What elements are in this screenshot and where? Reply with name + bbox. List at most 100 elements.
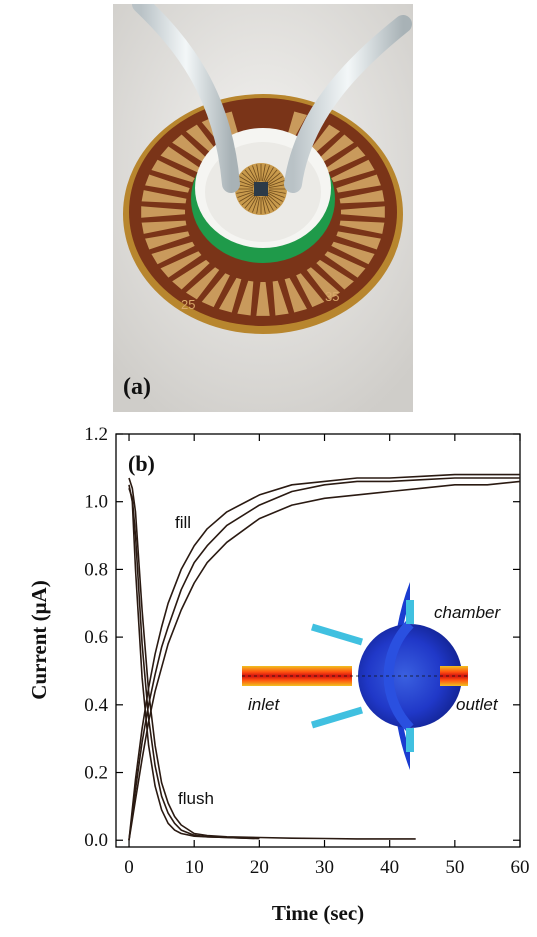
chip-radial-lines xyxy=(236,164,286,214)
electrode-pad xyxy=(145,174,190,193)
electrode-pad xyxy=(185,124,220,157)
electrode-pad xyxy=(151,241,195,265)
series-line-3 xyxy=(128,480,521,841)
chip-trace-line xyxy=(267,192,283,202)
annotation-fill: fill xyxy=(175,513,191,532)
spoke-lower-left xyxy=(310,706,364,729)
electrode-pad xyxy=(141,220,187,234)
x-tick-label: 10 xyxy=(185,857,204,878)
x-tick-label: 50 xyxy=(445,857,464,878)
axis-ticks: 0 10 20 30 40 50 60 0.0 0.2 0.4 0.6 0.8 1.0 1.2 xyxy=(84,424,529,878)
electrode-pad xyxy=(172,134,210,165)
annotation-flush: flush xyxy=(178,789,214,808)
chip-trace-line xyxy=(236,189,254,194)
flow-simulation-inset: chamber inlet outlet xyxy=(242,582,501,770)
x-tick-label: 40 xyxy=(380,857,399,878)
chip-trace-line xyxy=(268,184,286,189)
electrode-pad xyxy=(145,231,190,250)
electrode-pad xyxy=(160,251,202,278)
inlet-tube xyxy=(132,0,240,193)
y-tick-label: 0.4 xyxy=(84,695,108,716)
chip-trace-line xyxy=(237,191,254,198)
chip-trace-line xyxy=(252,196,259,213)
electrode-pad xyxy=(336,231,381,250)
chip-trace-line xyxy=(248,195,258,211)
chip-trace-line xyxy=(261,196,266,214)
electrode-pad xyxy=(340,206,385,218)
current-vs-time-chart: 0 10 20 30 40 50 60 0.0 0.2 0.4 0.6 0.8 1.0 1.2 xyxy=(0,420,537,932)
x-tick-label: 0 xyxy=(124,857,134,878)
series-line-6 xyxy=(128,477,416,840)
y-tick-label: 0.2 xyxy=(84,763,108,784)
y-axis-label: Current (μA) xyxy=(27,580,51,699)
electrode-pad xyxy=(256,281,270,316)
chip-trace-line xyxy=(268,180,285,187)
electrode-pad xyxy=(272,280,289,316)
electrode-pad xyxy=(306,124,341,157)
chamber-label: chamber xyxy=(434,603,501,622)
electrode-pad xyxy=(324,251,366,278)
electrode-pad xyxy=(141,190,187,204)
sensor-chip xyxy=(254,182,268,196)
electrode-pad xyxy=(316,134,354,165)
chip-trace-line xyxy=(241,193,256,206)
y-tick-label: 0.6 xyxy=(84,627,108,648)
electrode-pad xyxy=(296,273,325,308)
y-tick-label: 0.8 xyxy=(84,559,108,580)
electrode-pad xyxy=(172,259,210,290)
chip-trace-line xyxy=(239,176,255,186)
inlet-label: inlet xyxy=(248,695,280,714)
chip-trace-line xyxy=(256,164,261,182)
chip-trace-line xyxy=(244,194,257,209)
x-tick-label: 60 xyxy=(511,857,530,878)
data-series xyxy=(128,473,521,841)
electrode-pad xyxy=(336,174,381,193)
electrode-pad xyxy=(141,206,186,218)
chip-trace-line xyxy=(266,193,281,206)
electrode-pad xyxy=(331,241,375,265)
electrode-pad xyxy=(151,159,195,183)
device-photo-illustration: 25 35 (a) xyxy=(113,0,413,412)
chip-trace-line xyxy=(252,165,259,182)
chip-trace-line xyxy=(261,164,266,182)
x-tick-label: 20 xyxy=(250,857,269,878)
panel-a-label: (a) xyxy=(123,374,151,400)
panel-b-label: (b) xyxy=(128,451,155,476)
plot-frame xyxy=(115,433,521,848)
chip-trace-line xyxy=(263,165,270,182)
electrode-pad xyxy=(331,159,375,183)
outlet-label: outlet xyxy=(456,695,499,714)
chip-trace-line xyxy=(241,172,256,185)
electrode-pad xyxy=(185,267,220,300)
chip-trace-line xyxy=(268,189,286,194)
chip-trace-line xyxy=(239,192,255,202)
chip-trace-line xyxy=(268,191,285,198)
x-axis-label: Time (sec) xyxy=(272,901,364,925)
chip-trace-line xyxy=(266,172,281,185)
pad-number-35: 35 xyxy=(325,289,339,304)
chip-trace-line xyxy=(237,180,254,187)
series-line-1 xyxy=(128,473,520,841)
y-tick-label: 1.0 xyxy=(84,492,108,513)
electrode-pad xyxy=(324,146,366,173)
electrode-pad xyxy=(218,277,242,313)
electrode-pad xyxy=(339,220,385,234)
device-photo: 25 35 (a) xyxy=(113,0,413,412)
outlet-tube xyxy=(284,15,412,193)
chip-trace-line xyxy=(267,176,283,186)
electrode-pad xyxy=(237,280,254,316)
chip-trace-line xyxy=(244,169,257,184)
chart-svg: 0 10 20 30 40 50 60 0.0 0.2 0.4 0.6 0.8 1.0 1.2 xyxy=(27,424,530,925)
chip-trace-line xyxy=(256,196,261,214)
chip-trace-line xyxy=(264,195,274,211)
series-line-5 xyxy=(128,487,260,840)
y-tick-label: 1.2 xyxy=(84,424,108,445)
chip-trace-line xyxy=(248,167,258,183)
pad-number-25: 25 xyxy=(181,297,195,312)
electrode-pad xyxy=(306,267,341,300)
spoke-upper-left xyxy=(310,623,364,646)
electrode-pad xyxy=(201,273,230,308)
chip-trace-line xyxy=(263,196,270,213)
x-tick-label: 30 xyxy=(315,857,334,878)
y-tick-label: 0.0 xyxy=(84,830,108,851)
